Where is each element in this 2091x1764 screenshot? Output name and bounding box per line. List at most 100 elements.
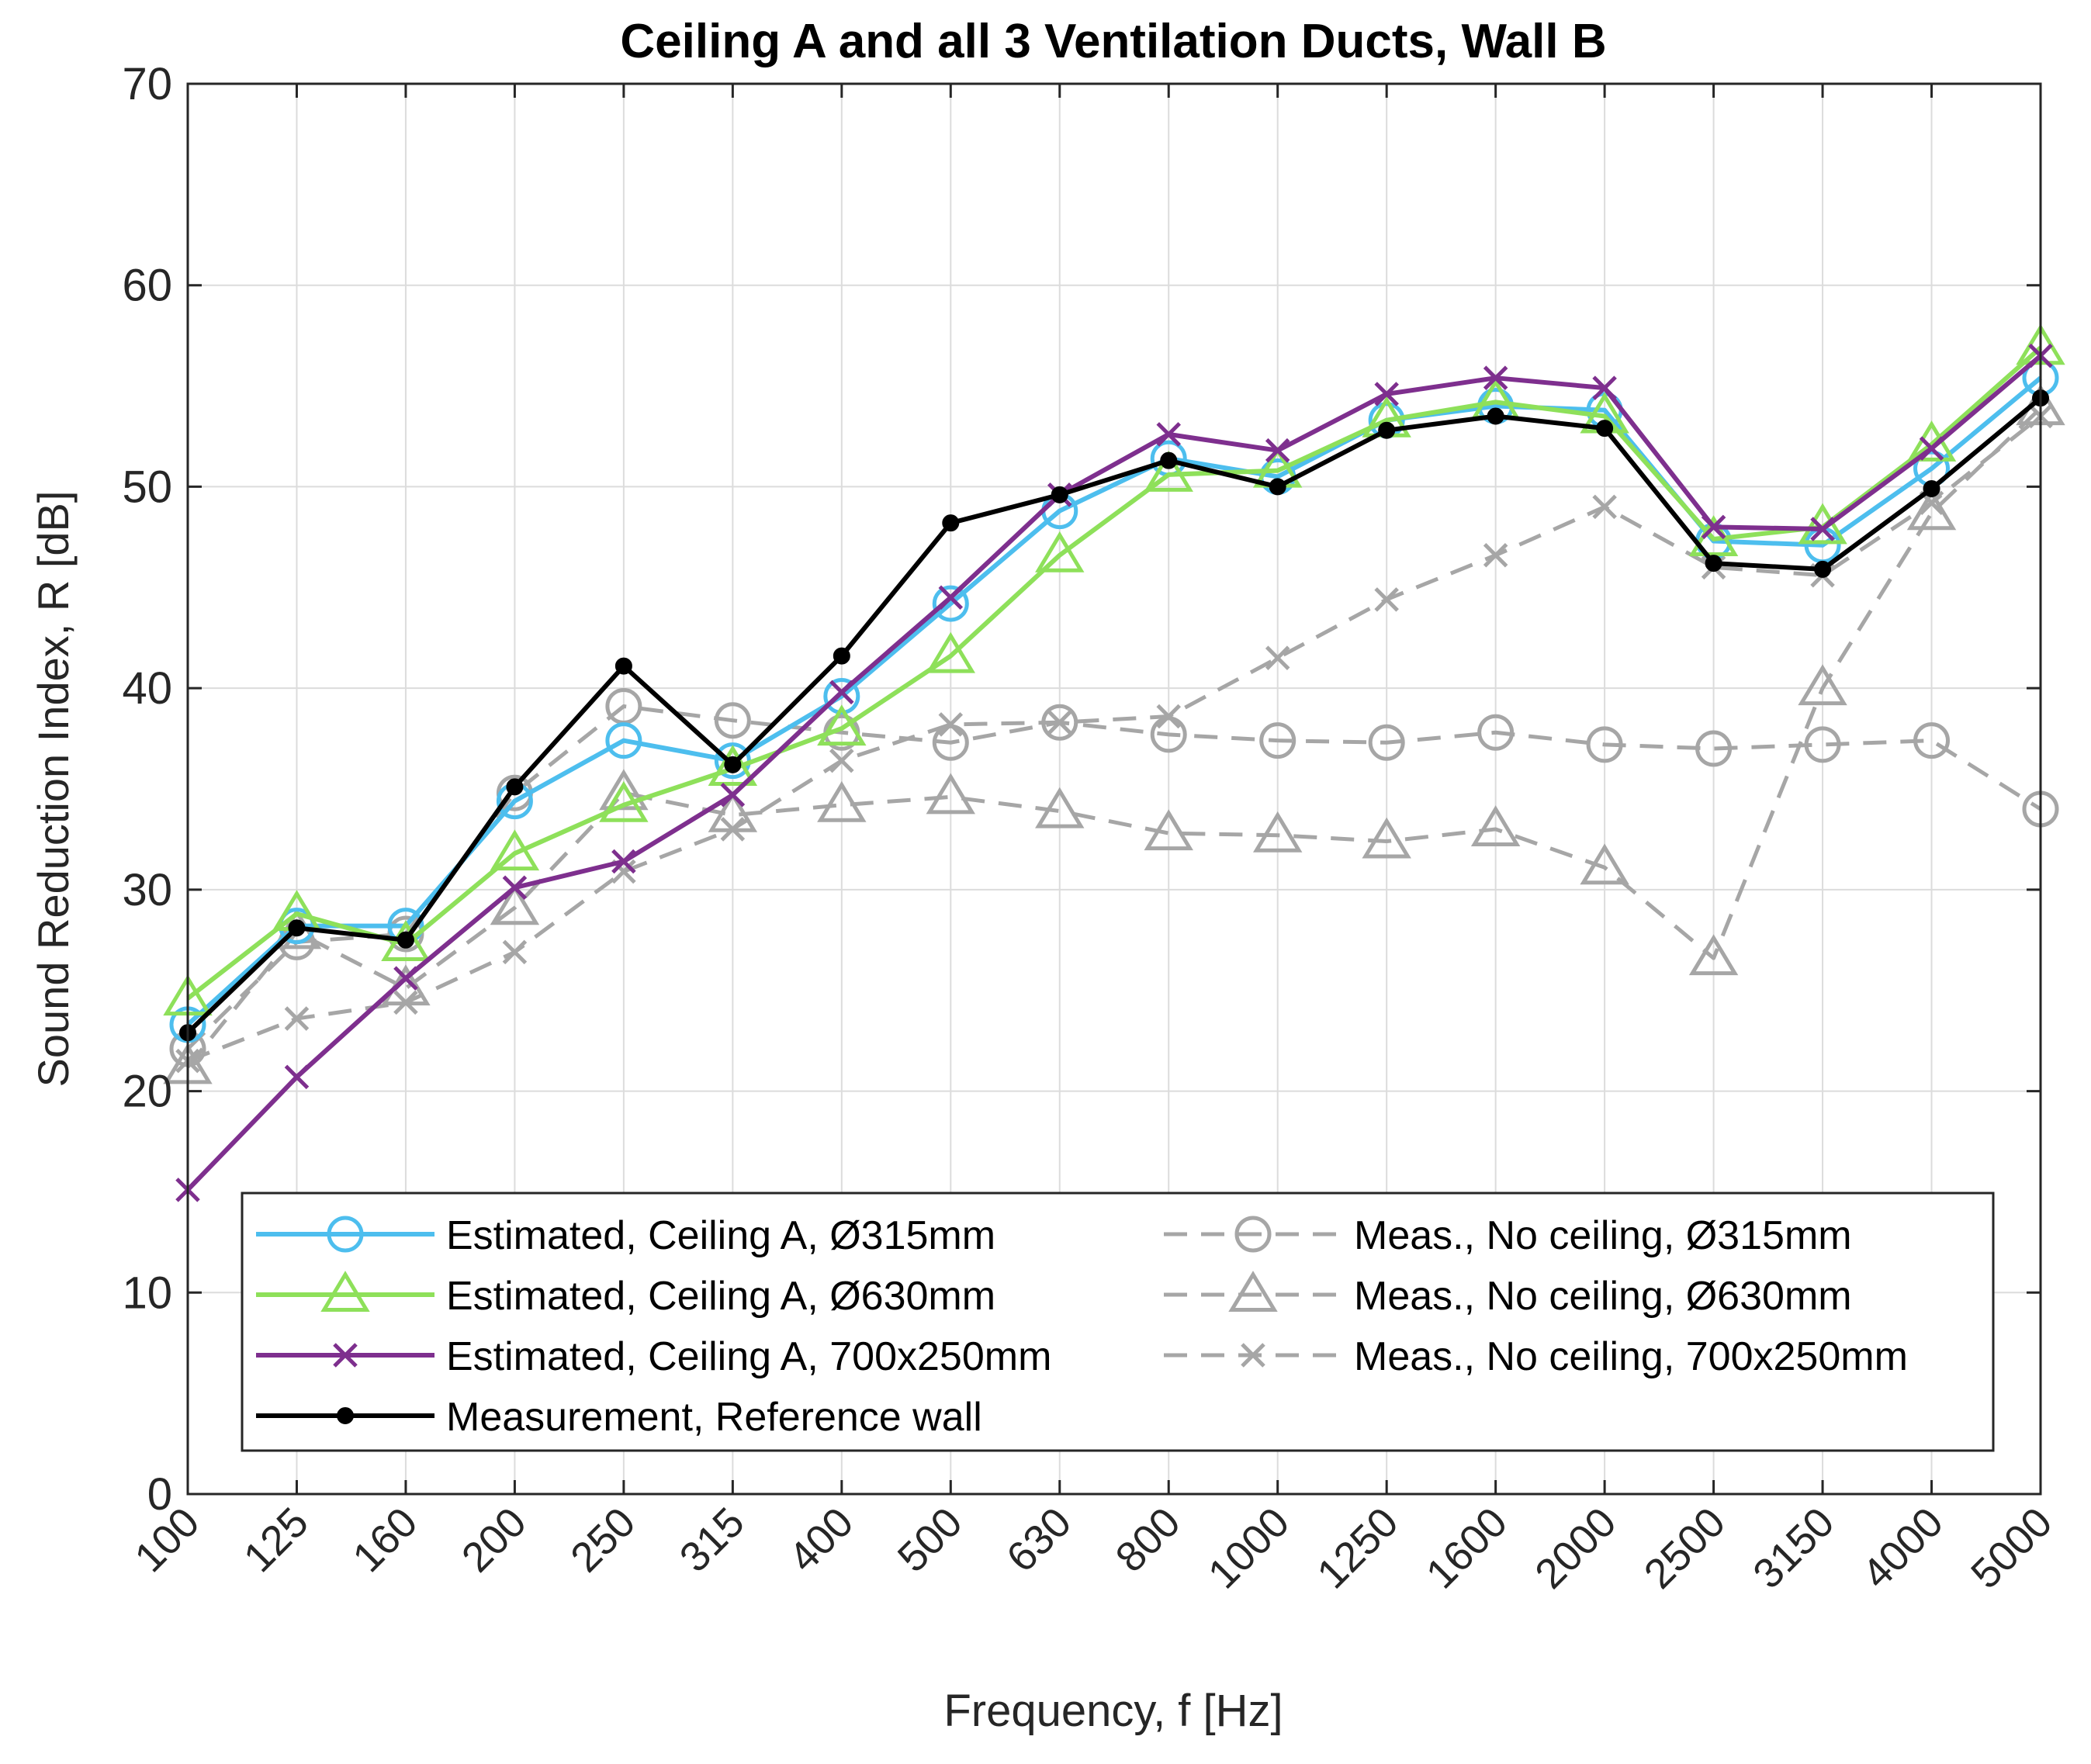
legend-entry-4: Measurement, Reference wall	[256, 1395, 982, 1440]
data-point	[1035, 787, 1085, 828]
data-point	[1234, 1216, 1272, 1253]
data-point	[396, 931, 414, 949]
legend-label: Meas., No ceiling, Ø315mm	[1354, 1213, 1852, 1258]
series-layer	[163, 323, 2065, 1202]
y-tick-label: 20	[122, 1067, 172, 1117]
legend-entry-1: Estimated, Ceiling A, Ø315mm	[256, 1213, 995, 1258]
legend-label: Estimated, Ceiling A, Ø315mm	[446, 1213, 995, 1258]
data-point	[1228, 1271, 1278, 1312]
data-point	[1705, 555, 1722, 572]
data-point	[817, 780, 867, 822]
data-point	[611, 849, 636, 874]
data-point	[490, 884, 540, 925]
data-point	[714, 702, 751, 739]
data-point	[1265, 438, 1290, 463]
data-point	[320, 1271, 370, 1312]
data-point	[393, 990, 418, 1015]
y-tick-label: 60	[122, 261, 172, 311]
y-tick-label: 30	[122, 865, 172, 915]
data-point	[1047, 710, 1072, 735]
legend-entry-7: Meas., No ceiling, 700x250mm	[1164, 1334, 1908, 1379]
data-point	[599, 769, 649, 811]
data-point	[337, 1407, 354, 1424]
data-point	[284, 1006, 310, 1031]
data-point	[829, 748, 854, 773]
data-point	[1483, 542, 1508, 568]
data-point	[1798, 664, 1847, 706]
data-point	[938, 712, 964, 737]
data-point	[817, 704, 867, 746]
data-point	[1269, 478, 1286, 496]
series-line	[187, 414, 2042, 1063]
legend-label: Estimated, Ceiling A, 700x250mm	[446, 1334, 1051, 1379]
data-point	[724, 756, 742, 773]
legend-label: Estimated, Ceiling A, Ø630mm	[446, 1274, 995, 1319]
data-point	[1919, 436, 1944, 461]
x-axis-label: Frequency, f [Hz]	[943, 1686, 1283, 1736]
y-tick-label: 70	[122, 59, 172, 109]
y-tick-label: 50	[122, 462, 172, 512]
series-4	[179, 389, 2049, 1042]
data-point	[1144, 450, 1193, 492]
data-point	[708, 745, 758, 787]
data-point	[1035, 531, 1085, 572]
data-point	[614, 657, 632, 675]
data-point	[926, 773, 976, 815]
data-point	[1701, 514, 1726, 540]
data-point	[1596, 420, 1614, 438]
data-point	[599, 780, 649, 822]
data-point	[490, 829, 540, 871]
data-point	[833, 647, 850, 665]
data-point	[1798, 503, 1847, 545]
data-point	[720, 817, 746, 842]
data-point	[1156, 422, 1182, 447]
data-point	[1804, 726, 1841, 763]
legend-entry-2: Estimated, Ceiling A, Ø630mm	[256, 1271, 995, 1319]
data-point	[1586, 726, 1623, 763]
legend-label: Measurement, Reference wall	[446, 1395, 982, 1440]
data-point	[1265, 645, 1290, 670]
data-point	[506, 778, 524, 796]
data-point	[1374, 382, 1399, 406]
data-point	[1241, 1343, 1265, 1368]
data-point	[1368, 724, 1405, 761]
data-point	[1695, 730, 1733, 767]
data-point	[1362, 817, 1411, 859]
data-point	[1051, 486, 1068, 503]
data-point	[1378, 421, 1396, 439]
legend-entry-6: Meas., No ceiling, Ø630mm	[1164, 1271, 1852, 1319]
y-tick-label: 10	[122, 1268, 172, 1318]
data-point	[1160, 451, 1178, 469]
data-point	[1477, 714, 1515, 751]
data-point	[1580, 843, 1629, 885]
y-tick-label: 0	[147, 1469, 172, 1520]
legend-box	[241, 1192, 1995, 1452]
legend-label: Meas., No ceiling, 700x250mm	[1354, 1334, 1908, 1379]
data-point	[333, 1343, 358, 1368]
data-point	[823, 678, 860, 715]
data-point	[605, 722, 642, 759]
series-3	[175, 343, 2053, 1202]
data-point	[1814, 560, 1832, 578]
data-point	[1906, 489, 1957, 531]
data-point	[1483, 365, 1508, 390]
data-point	[1259, 722, 1296, 759]
data-point	[1688, 934, 1739, 976]
data-point	[502, 875, 528, 901]
data-point	[938, 585, 964, 610]
y-tick-labels: 0 10 20 30 40 50 60 70	[122, 59, 2041, 1520]
legend-entry-3: Estimated, Ceiling A, 700x250mm	[256, 1334, 1051, 1379]
data-point	[1144, 809, 1193, 851]
legend-label: Meas., No ceiling, Ø630mm	[1354, 1274, 1852, 1319]
legend: Estimated, Ceiling A, Ø315mm Estimated, C…	[241, 1192, 1995, 1452]
data-point	[1810, 517, 1835, 541]
data-point	[284, 1064, 310, 1090]
data-point	[926, 631, 976, 673]
data-point	[1470, 805, 1521, 846]
series-line	[185, 354, 2042, 1192]
data-point	[327, 1216, 364, 1253]
data-point	[381, 920, 431, 961]
data-point	[1592, 494, 1617, 520]
